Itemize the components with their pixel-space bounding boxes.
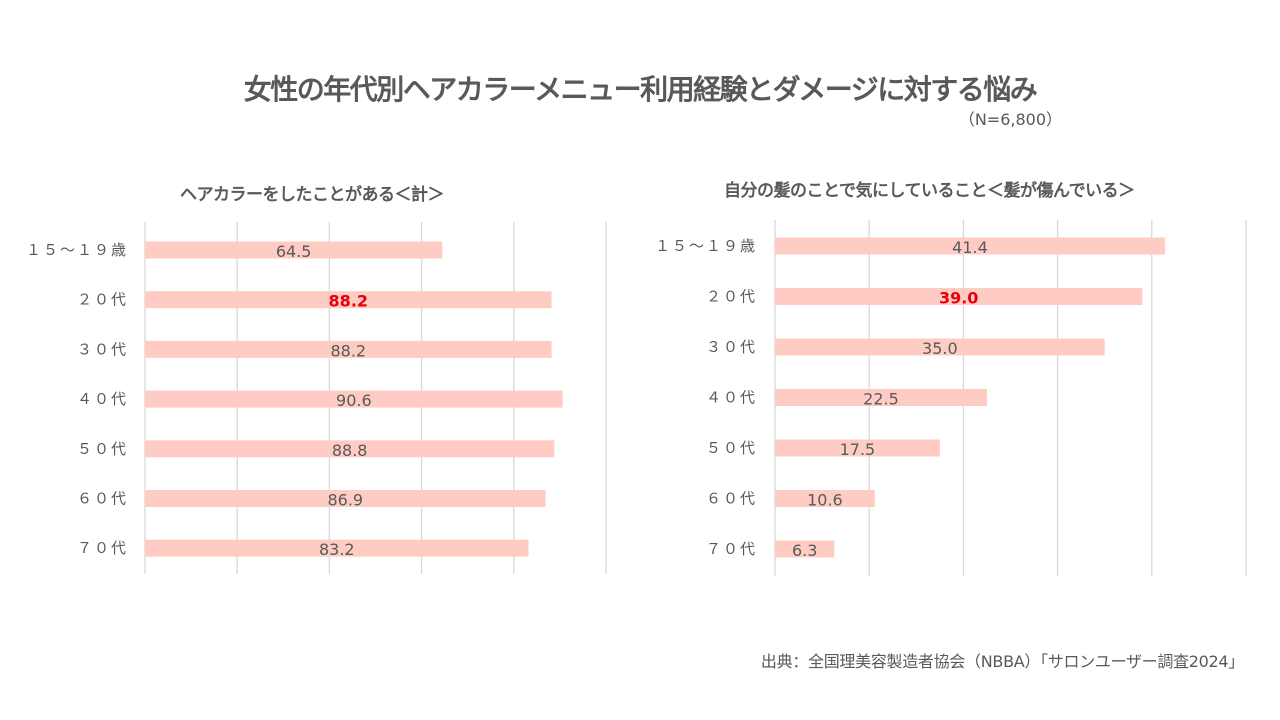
category-label-1-0: １５～１９歳 xyxy=(655,237,757,255)
category-label-1-1: ２０代 xyxy=(706,288,757,306)
source-citation: 出典：全国理美容製造者協会（NBBA）「サロンユーザー調査2024」 xyxy=(760,652,1244,671)
value-label-1-1: 39.0 xyxy=(939,289,978,308)
bar-1-3 xyxy=(775,389,987,406)
left-bar-chart: １５～１９歳 64.5 ２０代 88.2 ３０代 88.2 ４０代 90.6 ５０代 88.8 ６０… xyxy=(26,222,607,574)
category-label-1-3: ４０代 xyxy=(706,389,757,407)
bar-0-2 xyxy=(145,340,552,358)
value-label-0-5: 86.9 xyxy=(327,491,363,510)
bar-1-0 xyxy=(775,237,1165,255)
left-chart-title: ヘアカラーをしたことがある＜計＞ xyxy=(180,185,445,205)
bar-1-4 xyxy=(775,439,940,457)
bar-0-4 xyxy=(145,440,555,458)
category-label-1-4: ５０代 xyxy=(706,439,757,457)
right-chart-title: 自分の髪のことで気にしていること＜髪が傷んでいる＞ xyxy=(724,181,1135,201)
value-label-0-3: 90.6 xyxy=(336,391,372,410)
page-title: 女性の年代別ヘアカラーメニュー利用経験とダメージに対する悩み xyxy=(243,73,1038,106)
category-label-0-2: ３０代 xyxy=(77,340,128,358)
value-label-1-3: 22.5 xyxy=(863,390,899,409)
value-label-1-2: 35.0 xyxy=(922,339,958,358)
bar-0-6 xyxy=(145,539,529,557)
value-label-0-6: 83.2 xyxy=(319,540,355,559)
bar-1-2 xyxy=(775,338,1105,356)
value-label-1-6: 6.3 xyxy=(792,541,817,560)
category-label-0-6: ７０代 xyxy=(77,539,128,557)
category-label-1-6: ７０代 xyxy=(706,540,757,558)
category-label-0-3: ４０代 xyxy=(77,390,128,408)
bar-1-5 xyxy=(775,490,875,507)
category-label-0-1: ２０代 xyxy=(77,291,128,309)
value-label-0-4: 88.8 xyxy=(332,441,368,460)
bar-1-1 xyxy=(775,288,1143,305)
bar-1-6 xyxy=(775,540,835,558)
value-label-1-0: 41.4 xyxy=(952,238,988,257)
bar-0-3 xyxy=(145,390,563,408)
value-label-0-2: 88.2 xyxy=(330,341,366,360)
category-label-0-4: ５０代 xyxy=(77,440,128,458)
value-label-0-1: 88.2 xyxy=(329,292,368,311)
value-label-0-0: 64.5 xyxy=(276,242,312,261)
category-label-0-0: １５～１９歳 xyxy=(26,241,128,259)
value-label-1-5: 10.6 xyxy=(807,491,843,510)
bar-0-0 xyxy=(145,241,443,259)
category-label-1-2: ３０代 xyxy=(706,338,757,356)
bar-0-5 xyxy=(145,490,546,507)
sample-size: （N=6,800） xyxy=(958,110,1062,129)
value-label-1-4: 17.5 xyxy=(840,440,876,459)
category-label-0-5: ６０代 xyxy=(77,490,128,508)
right-bar-chart: １５～１９歳 41.4 ２０代 39.0 ３０代 35.0 ４０代 22.5 ５０代 17.5 ６０… xyxy=(655,220,1247,576)
category-label-1-5: ６０代 xyxy=(706,490,757,508)
bar-0-1 xyxy=(145,291,552,309)
